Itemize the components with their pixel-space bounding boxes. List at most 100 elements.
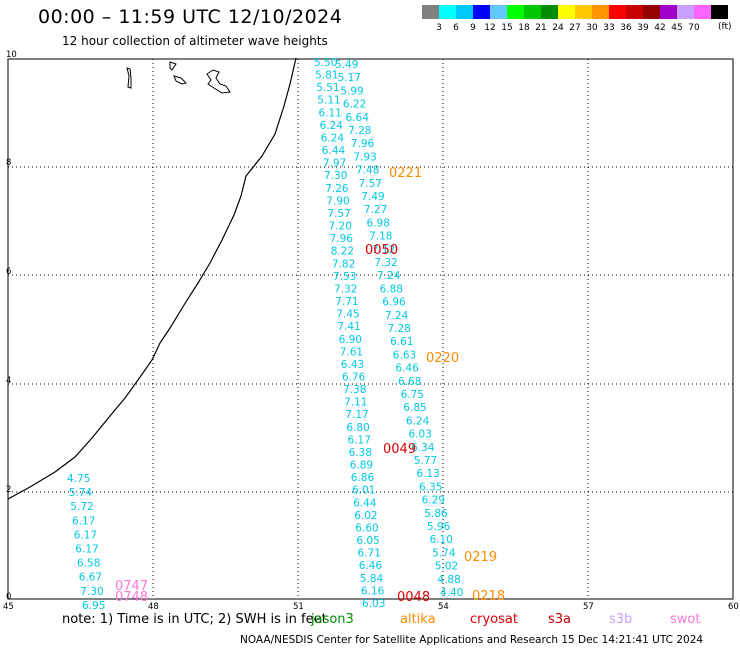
wave-height-value: 7.82 (332, 258, 355, 270)
wave-height-value: 6.10 (430, 534, 453, 546)
wave-height-value: 6.75 (401, 389, 424, 401)
wave-height-value: 5.51 (316, 82, 339, 94)
scale-unit: (ft) (718, 22, 732, 32)
pass-time-label: 0748 (115, 590, 148, 605)
scale-tick-label: 36 (620, 23, 632, 33)
wave-height-value: 7.17 (345, 409, 368, 421)
wave-height-value: 7.38 (343, 384, 366, 396)
wave-height-value: 7.71 (335, 296, 358, 308)
wave-height-value: 6.88 (380, 283, 403, 295)
satellite-legend-item: s3a (548, 612, 572, 627)
wave-height-value: 7.90 (326, 195, 349, 207)
wave-height-value: 6.13 (416, 468, 439, 480)
wave-height-value: 6.24 (406, 415, 430, 427)
wave-height-value: 6.34 (411, 442, 435, 454)
wave-height-value: 5.86 (424, 508, 448, 520)
x-tick-label: 48 (148, 602, 159, 612)
scale-tick-label: 3 (436, 23, 442, 33)
wave-height-value: 7.12 (372, 244, 395, 256)
scale-swatch (456, 5, 473, 19)
coastline (7, 57, 297, 500)
wave-height-value: 6.02 (354, 510, 377, 522)
wave-height-value: 6.35 (419, 481, 442, 493)
satellite-legend-item: cryosat (470, 612, 518, 627)
wave-height-value: 6.05 (356, 535, 379, 547)
wave-height-value: 6.46 (359, 560, 383, 572)
y-tick-label: 6 (6, 267, 12, 277)
scale-swatch (694, 5, 711, 19)
wave-height-value: 6.96 (382, 297, 406, 309)
scale-tick-label: 33 (603, 23, 615, 33)
scale-tick-label: 30 (586, 23, 598, 33)
wave-height-value: 6.17 (72, 515, 95, 527)
wave-height-value: 7.32 (334, 283, 357, 295)
scale-swatch (541, 5, 558, 19)
wave-height-value: 7.26 (325, 183, 349, 195)
wave-height-value: 6.71 (358, 548, 381, 560)
wave-height-value: 7.57 (359, 178, 382, 190)
scale-tick-label: 18 (518, 23, 530, 33)
wave-height-value: 7.45 (336, 309, 359, 321)
scale-tick-label: 21 (535, 23, 547, 33)
wave-height-value: 7.96 (351, 138, 375, 150)
scale-swatch (558, 5, 575, 19)
wave-height-value: 5.50 (314, 57, 337, 69)
scale-swatch (626, 5, 643, 19)
wave-height-value: 7.24 (385, 310, 409, 322)
wave-height-labels: 5.505.815.515.116.116.246.246.447.977.30… (67, 57, 463, 612)
map-grid (8, 59, 733, 599)
wave-height-value: 5.99 (340, 85, 363, 97)
wave-height-value: 6.29 (422, 495, 445, 507)
wave-height-value: 7.30 (324, 170, 347, 182)
wave-height-value: 6.80 (346, 422, 369, 434)
island-outline (169, 61, 187, 85)
wave-height-value: 6.63 (393, 349, 416, 361)
wave-height-value: 5.17 (338, 72, 361, 84)
wave-height-value: 7.27 (364, 204, 387, 216)
wave-height-value: 6.98 (367, 217, 390, 229)
scale-tick-label: 9 (470, 23, 476, 33)
note-text: note: 1) Time is in UTC; 2) SWH is in fe… (62, 612, 327, 627)
y-tick-label: 2 (6, 485, 12, 495)
scale-tick-label: 6 (453, 23, 459, 33)
wave-height-value: 5.74 (69, 487, 93, 499)
wave-height-value: 6.64 (346, 112, 370, 124)
scale-swatch (507, 5, 524, 19)
wave-height-value: 6.85 (403, 402, 426, 414)
map-frame (7, 58, 734, 600)
scale-swatch (677, 5, 694, 19)
page-title: 00:00 – 11:59 UTC 12/10/2024 (38, 6, 343, 28)
wave-height-value: 5.02 (435, 561, 458, 573)
wave-height-value: 6.01 (352, 485, 375, 497)
wave-height-value: 7.49 (361, 191, 384, 203)
wave-height-value: 7.24 (377, 270, 401, 282)
scale-tick-label: 27 (569, 23, 581, 33)
wave-height-value: 5.77 (414, 455, 437, 467)
wave-height-value: 7.28 (348, 125, 371, 137)
island-outline (126, 67, 132, 89)
wave-height-value: 6.24 (320, 120, 344, 132)
wave-height-value: 8.22 (331, 246, 354, 258)
wave-height-value: 7.28 (388, 323, 411, 335)
wave-height-value: 4.88 (437, 574, 460, 586)
wave-height-value: 6.24 (321, 133, 345, 145)
x-tick-label: 51 (293, 602, 304, 612)
wave-height-value: 6.68 (398, 376, 421, 388)
wave-height-value: 6.17 (348, 434, 371, 446)
scale-swatch (524, 5, 541, 19)
wave-height-value: 6.46 (395, 363, 419, 375)
scale-swatch (490, 5, 507, 19)
scale-tick-label: 70 (688, 23, 700, 33)
scale-swatch (422, 5, 439, 19)
scale-tick-label: 39 (637, 23, 649, 33)
x-tick-label: 54 (438, 602, 449, 612)
x-tick-label: 60 (728, 602, 739, 612)
island-outline (206, 69, 231, 94)
wave-height-value: 6.44 (353, 497, 377, 509)
pass-time-label: 0219 (464, 550, 497, 565)
wave-height-value: 7.32 (374, 257, 397, 269)
wave-height-value: 7.93 (353, 151, 376, 163)
wave-height-value: 7.18 (369, 231, 392, 243)
